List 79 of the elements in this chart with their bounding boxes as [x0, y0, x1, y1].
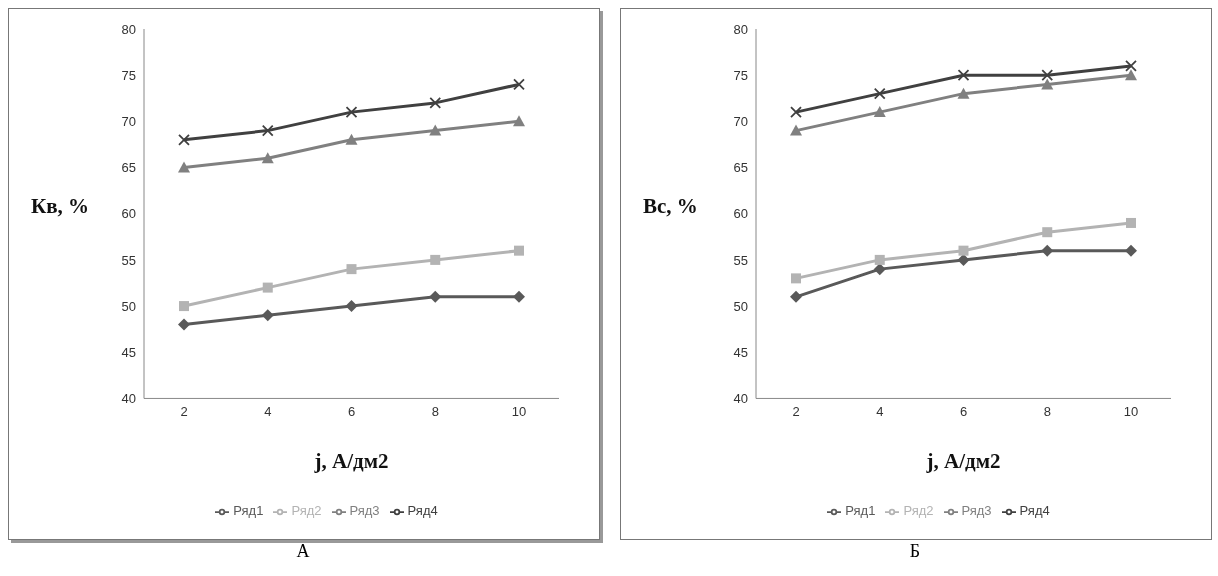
point	[791, 273, 801, 284]
point	[1041, 78, 1054, 90]
legend-label: Ряд3	[349, 503, 380, 519]
y-tick-label: 40	[121, 391, 136, 407]
point	[513, 290, 525, 303]
x-tick-label: 10	[1123, 403, 1139, 419]
point	[345, 133, 358, 145]
point	[790, 290, 802, 303]
point	[430, 254, 441, 265]
point	[1125, 244, 1137, 257]
y-axis-title: Вс, %	[643, 194, 698, 219]
point	[1125, 60, 1137, 72]
point	[873, 263, 886, 276]
y-tick-label: 50	[121, 298, 136, 314]
point	[514, 245, 524, 256]
point	[1125, 69, 1137, 81]
legend-label: Ряд1	[845, 503, 876, 519]
point	[957, 87, 970, 99]
legend-label: Ряд4	[1019, 503, 1050, 519]
point	[429, 124, 442, 136]
point	[178, 161, 190, 173]
y-tick-label: 55	[121, 252, 136, 268]
point	[958, 245, 969, 256]
y-tick-label: 55	[733, 252, 748, 268]
x-tick-label: 8	[1043, 403, 1051, 419]
x-axis-title: j, А/дм2	[313, 449, 389, 474]
y-tick-label: 80	[121, 21, 136, 37]
point	[178, 133, 190, 146]
legend-label: Ряд4	[407, 503, 438, 519]
point	[873, 87, 886, 100]
point	[345, 106, 358, 119]
x-tick-label: 2	[792, 403, 800, 419]
y-tick-label: 45	[733, 344, 748, 360]
y-tick-label: 75	[733, 67, 748, 83]
y-tick-label: 60	[733, 206, 748, 222]
point	[790, 106, 802, 119]
x-tick-label: 6	[347, 403, 356, 419]
x-tick-label: 4	[876, 403, 884, 419]
y-tick-label: 75	[121, 67, 136, 83]
point	[874, 254, 885, 265]
legend-label: Ряд2	[291, 503, 322, 519]
y-tick-label: 45	[121, 344, 136, 360]
point	[429, 96, 442, 109]
point	[261, 124, 274, 137]
x-axis-title: j, А/дм2	[925, 449, 1001, 474]
point	[179, 301, 189, 312]
legend-label: Ряд3	[961, 503, 992, 519]
x-tick-label: 8	[431, 403, 439, 419]
y-tick-label: 80	[733, 21, 748, 37]
y-tick-label: 50	[733, 298, 748, 314]
point	[957, 69, 970, 82]
y-tick-label: 40	[733, 391, 748, 407]
y-tick-label: 70	[733, 113, 748, 129]
y-tick-label: 65	[733, 160, 748, 176]
point	[261, 152, 274, 164]
point	[513, 115, 525, 127]
point	[1041, 69, 1054, 82]
y-tick-label: 70	[121, 113, 136, 129]
point	[346, 264, 357, 275]
x-tick-label: 6	[959, 403, 968, 419]
point	[790, 124, 802, 136]
x-tick-label: 4	[264, 403, 272, 419]
legend-label: Ряд2	[903, 503, 934, 519]
point	[178, 318, 190, 331]
text: А	[295, 541, 311, 562]
point	[1042, 227, 1053, 238]
y-tick-label: 65	[121, 160, 136, 176]
point	[345, 300, 358, 313]
point	[1126, 217, 1136, 228]
point	[262, 282, 273, 293]
point	[261, 309, 274, 322]
x-tick-label: 2	[180, 403, 188, 419]
y-axis-title: Кв, %	[31, 194, 90, 219]
point	[873, 106, 886, 118]
point	[513, 78, 525, 91]
x-tick-label: 10	[511, 403, 527, 419]
text: Б	[908, 541, 922, 562]
legend-label: Ряд1	[233, 503, 264, 519]
y-tick-label: 60	[121, 206, 136, 222]
